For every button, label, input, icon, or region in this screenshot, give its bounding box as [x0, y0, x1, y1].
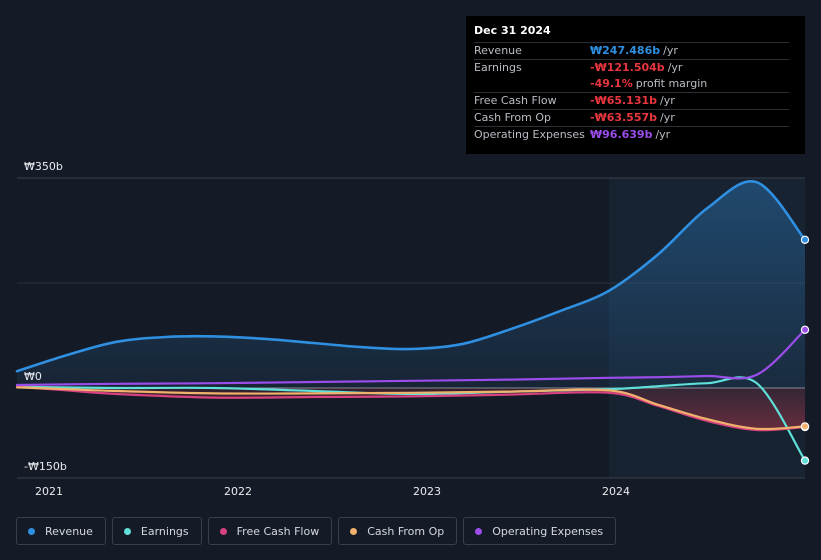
data-tooltip: Dec 31 2024 Revenue ₩247.486b /yr Earnin… [466, 16, 805, 154]
x-tick-label-2024: 2024 [602, 485, 630, 498]
x-tick-label-2023: 2023 [413, 485, 441, 498]
tooltip-row-margin: -49.1% profit margin [474, 76, 789, 92]
earnings-dot-icon [123, 527, 131, 535]
chart-legend: Revenue Earnings Free Cash Flow Cash Fro… [16, 517, 617, 545]
tooltip-value: -₩121.504b [590, 61, 665, 74]
series-lines [15, 180, 807, 462]
tooltip-row-cash-from-op: Cash From Op -₩63.557b /yr [474, 109, 789, 126]
earnings-end-marker [800, 456, 810, 465]
x-tick-label-2022: 2022 [224, 485, 252, 498]
chart-plot [15, 177, 810, 479]
revenue-line [15, 180, 807, 373]
tooltip-unit: /yr [660, 94, 675, 107]
revenue-end-marker [800, 235, 810, 244]
cash-from-op-line [15, 386, 807, 431]
tooltip-label: Free Cash Flow [474, 94, 557, 107]
legend-item-free-cash-flow[interactable]: Free Cash Flow [207, 517, 333, 545]
tooltip-row-revenue: Revenue ₩247.486b /yr [474, 42, 789, 59]
tooltip-row-operating-expenses: Operating Expenses ₩96.639b /yr [474, 126, 789, 143]
tooltip-unit: /yr [663, 44, 678, 57]
tooltip-row-free-cash-flow: Free Cash Flow -₩65.131b /yr [474, 92, 789, 109]
operating-expenses-line [15, 328, 807, 387]
legend-item-earnings[interactable]: Earnings [111, 517, 202, 545]
tooltip-label [474, 76, 590, 92]
tooltip-label: Cash From Op [474, 111, 552, 124]
free-cash-flow-dot-icon [219, 527, 227, 535]
legend-label: Revenue [45, 524, 93, 538]
operating-expenses-end-marker [800, 325, 810, 334]
legend-label: Operating Expenses [492, 524, 604, 538]
tooltip-date: Dec 31 2024 [474, 24, 551, 37]
tooltip-label: Earnings [474, 61, 522, 74]
tooltip-unit: /yr [655, 128, 671, 141]
tooltip-value: ₩96.639b [590, 128, 653, 141]
legend-label: Earnings [140, 524, 189, 538]
tooltip-value: -49.1% [590, 77, 633, 90]
revenue-dot-icon [28, 527, 35, 535]
tooltip-unit: /yr [667, 61, 683, 74]
tooltip-label: Revenue [474, 44, 522, 57]
tooltip-row-earnings: Earnings -₩121.504b /yr [474, 59, 789, 76]
tooltip-value: -₩63.557b [590, 111, 658, 124]
legend-label: Free Cash Flow [236, 524, 320, 538]
operating-expenses-dot-icon [475, 527, 483, 535]
x-tick-label-2021: 2021 [35, 485, 63, 498]
revenue-area [17, 181, 805, 388]
tooltip-unit: profit margin [635, 77, 708, 90]
y-tick-label-bottom: -₩150b [24, 460, 67, 473]
legend-item-revenue[interactable]: Revenue [16, 517, 106, 545]
tooltip-unit: /yr [660, 111, 675, 124]
cash-from-op-end-marker [800, 422, 810, 431]
legend-item-cash-from-op[interactable]: Cash From Op [338, 517, 458, 545]
tooltip-label: Operating Expenses [474, 128, 585, 141]
tooltip-value: ₩247.486b [590, 44, 661, 57]
tooltip-value: -₩65.131b [590, 94, 658, 107]
y-tick-label-zero: ₩0 [24, 370, 42, 383]
series-end-markers [800, 235, 810, 465]
y-tick-label-top: ₩350b [24, 160, 63, 173]
free-cash-flow-line [15, 385, 807, 432]
legend-label: Cash From Op [367, 524, 445, 538]
legend-item-operating-expenses[interactable]: Operating Expenses [463, 517, 617, 545]
cash-from-op-dot-icon [350, 527, 358, 535]
